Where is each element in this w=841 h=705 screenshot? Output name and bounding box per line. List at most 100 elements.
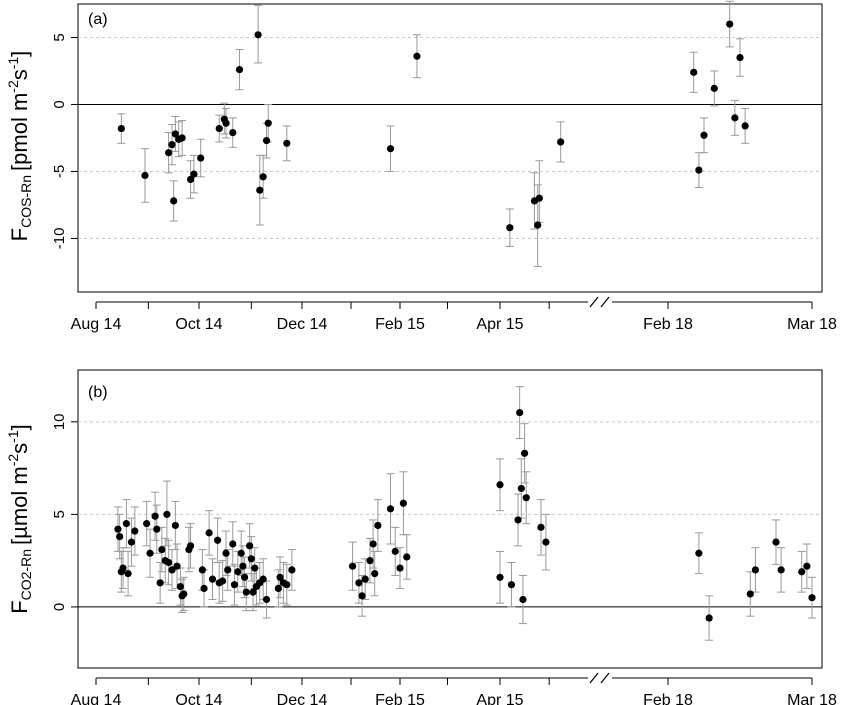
data-point: [205, 529, 213, 537]
data-point: [366, 557, 374, 565]
x-tick-label: Feb 18: [643, 692, 693, 705]
data-point: [537, 523, 545, 531]
data-point: [168, 141, 176, 149]
x-tick-label: Feb 15: [375, 692, 425, 705]
data-point: [114, 525, 122, 533]
data-point: [229, 128, 237, 137]
data-point: [798, 568, 806, 576]
data-point: [180, 590, 188, 598]
data-point: [156, 579, 164, 587]
data-point: [237, 549, 245, 557]
axis-break-mark: [600, 672, 610, 684]
panel-a-label: (a): [88, 11, 108, 28]
data-point: [514, 516, 522, 524]
data-point: [117, 124, 125, 133]
data-point: [119, 564, 127, 572]
data-point: [371, 570, 379, 578]
data-point: [224, 566, 232, 574]
data-point: [251, 564, 259, 572]
data-point: [358, 592, 366, 600]
data-point: [283, 581, 291, 589]
data-point: [186, 175, 195, 184]
y-tick-label: -5: [51, 165, 68, 178]
x-tick-label: Oct 14: [175, 316, 222, 333]
data-point: [751, 566, 760, 574]
data-point: [171, 521, 179, 530]
y-tick-label: 5: [51, 33, 68, 41]
data-point: [520, 449, 529, 457]
data-point: [230, 581, 239, 589]
data-point: [517, 484, 525, 493]
data-point: [242, 588, 250, 596]
data-point: [247, 555, 255, 563]
data-point: [710, 84, 718, 92]
data-point: [288, 566, 296, 574]
x-tick-label: Oct 14: [175, 692, 222, 705]
x-tick-label: Feb 18: [643, 316, 693, 333]
data-point: [170, 197, 178, 205]
x-tick-label: Feb 15: [375, 316, 425, 333]
data-point: [777, 566, 785, 574]
data-point: [171, 130, 179, 138]
panel-b-label: (b): [88, 384, 108, 401]
data-point: [386, 145, 395, 153]
x-tick-label: Apr 15: [476, 316, 523, 333]
data-point: [519, 595, 527, 604]
data-point: [249, 588, 257, 596]
data-point: [534, 221, 542, 229]
data-point: [695, 166, 703, 174]
data-point: [165, 149, 173, 157]
data-point: [695, 549, 703, 557]
data-point: [496, 573, 504, 581]
data-point: [116, 532, 124, 541]
data-point: [234, 568, 242, 576]
data-point: [535, 194, 543, 202]
data-point: [222, 549, 230, 557]
panel-a-ylabel: FCOS-Rn[pmol m-2s-1]: [5, 51, 34, 242]
x-tick-label: Aug 14: [71, 316, 122, 333]
data-point: [522, 494, 530, 502]
data-point: [274, 584, 282, 593]
y-tick-label: 5: [51, 510, 68, 518]
data-point: [264, 119, 272, 127]
data-point: [736, 53, 744, 62]
data-point: [163, 510, 171, 518]
y-tick-label: 10: [51, 413, 68, 430]
data-point: [131, 527, 139, 535]
y-tick-label: 0: [51, 603, 68, 611]
data-point: [190, 170, 198, 178]
data-point: [178, 134, 186, 142]
data-point: [808, 594, 816, 602]
data-point: [348, 562, 357, 570]
data-point: [399, 499, 407, 507]
data-point: [168, 566, 176, 574]
data-point: [246, 542, 254, 550]
data-point: [141, 171, 149, 180]
data-point: [262, 137, 271, 145]
data-point: [222, 119, 230, 127]
data-point: [259, 575, 267, 583]
data-point: [219, 577, 227, 585]
data-point: [391, 547, 399, 555]
x-tick-label: Apr 15: [476, 692, 523, 705]
data-point: [127, 538, 136, 546]
data-point: [259, 173, 267, 181]
x-tick-label: Dec 14: [277, 316, 328, 333]
data-point: [690, 68, 698, 76]
data-point: [496, 481, 504, 489]
data-point: [506, 224, 514, 232]
axis-break-mark: [589, 672, 599, 684]
data-point: [197, 154, 205, 162]
panel-a-frame: [77, 3, 823, 293]
x-tick-label: Mar 18: [787, 316, 837, 333]
data-point: [355, 579, 363, 587]
data-point: [254, 31, 262, 39]
data-point: [726, 20, 734, 28]
data-point: [413, 52, 421, 60]
panel-b-frame: [77, 369, 823, 669]
data-point: [198, 566, 206, 574]
data-point: [403, 553, 411, 561]
data-point: [215, 124, 223, 133]
data-point: [143, 520, 151, 528]
